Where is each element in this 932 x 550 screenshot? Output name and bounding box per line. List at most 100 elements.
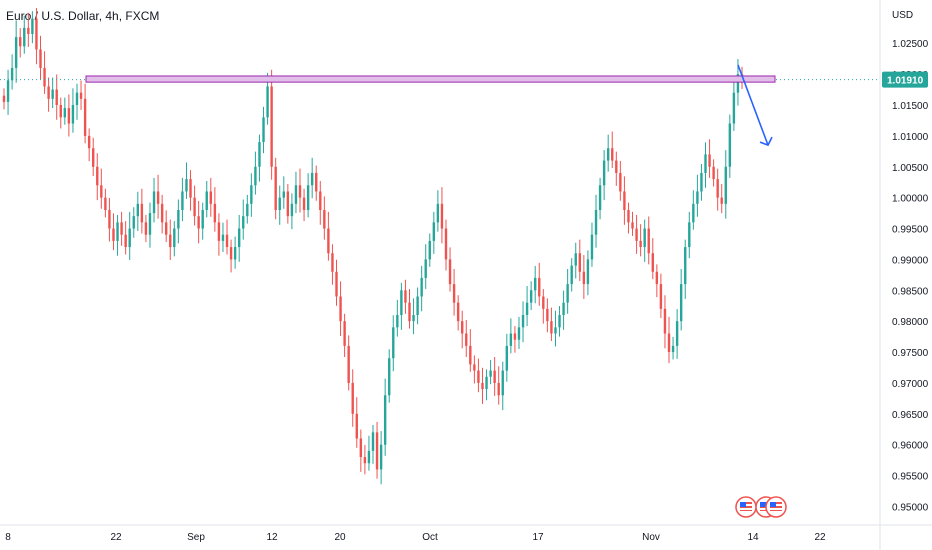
- candle-body: [529, 290, 533, 303]
- candle-body: [128, 228, 131, 248]
- candle-body: [481, 382, 484, 390]
- x-tick-label: Oct: [422, 532, 438, 543]
- candle-body: [379, 444, 383, 470]
- candle-body: [23, 27, 26, 47]
- candle-body: [444, 228, 448, 260]
- candle-body: [120, 222, 123, 235]
- candle-body: [465, 333, 468, 346]
- candle-body: [201, 210, 204, 229]
- x-tick-label: 20: [334, 532, 346, 543]
- projection-arrow-head: [759, 136, 773, 147]
- candles: [2, 8, 744, 485]
- x-tick-label: Nov: [642, 532, 660, 543]
- candle-body: [286, 191, 290, 217]
- candle-body: [732, 92, 736, 124]
- overlays: [0, 64, 880, 147]
- candle-body: [27, 27, 30, 34]
- y-tick-label: 1.00000: [892, 194, 929, 205]
- current-price-label: 1.01910: [887, 76, 924, 87]
- candle-body: [193, 197, 196, 217]
- candle-body: [250, 185, 253, 204]
- candle-body: [505, 345, 509, 371]
- x-tick-label: 17: [532, 532, 544, 543]
- candle-body: [675, 321, 679, 346]
- y-tick-label: 0.96500: [892, 410, 929, 421]
- candle-body: [185, 179, 188, 192]
- candle-body: [156, 191, 160, 204]
- candle-body: [533, 277, 537, 291]
- y-tick-label: 0.95000: [892, 502, 929, 513]
- candle-body: [400, 290, 403, 315]
- candle-body: [6, 80, 10, 102]
- candle-body: [477, 370, 480, 383]
- candle-body: [635, 228, 638, 241]
- y-tick-label: 0.99500: [892, 225, 929, 236]
- candle-body: [100, 185, 103, 198]
- candle-body: [306, 185, 310, 210]
- candle-body: [663, 308, 667, 334]
- candle-body: [602, 160, 606, 186]
- candle-body: [420, 277, 423, 297]
- candle-body: [736, 74, 740, 93]
- candle-body: [87, 135, 91, 149]
- y-tick-label: 0.97500: [892, 348, 929, 359]
- projection-arrow-line: [737, 64, 769, 146]
- candle-body: [679, 284, 683, 322]
- candle-body: [262, 117, 265, 143]
- candle-body: [574, 253, 577, 266]
- candle-body: [700, 172, 703, 192]
- candle-body: [335, 271, 338, 297]
- candle-body: [570, 265, 573, 285]
- candle-body: [173, 228, 176, 248]
- y-tick-label: 0.98000: [892, 317, 929, 328]
- candle-body: [525, 302, 529, 315]
- candle-body: [310, 172, 314, 186]
- candle-body: [716, 179, 719, 198]
- candle-body: [469, 345, 472, 365]
- candle-body: [598, 185, 602, 210]
- candle-body: [278, 197, 281, 210]
- y-tick-label: 1.01000: [892, 132, 929, 143]
- candle-body: [586, 259, 590, 285]
- candle-body: [497, 382, 500, 396]
- candle-body: [452, 284, 456, 303]
- candle-body: [363, 457, 367, 464]
- candle-body: [562, 302, 565, 315]
- candle-body: [542, 296, 545, 309]
- candle-body: [550, 321, 553, 334]
- candle-body: [371, 432, 375, 451]
- candle-body: [136, 203, 140, 217]
- candle-body: [294, 185, 298, 204]
- candle-body: [655, 271, 659, 285]
- candle-body: [521, 315, 525, 328]
- candle-body: [258, 142, 261, 167]
- candle-body: [181, 191, 184, 210]
- x-axis: 8 22 Sep 12 20 Oct 17 Nov 14 22: [5, 532, 826, 543]
- candle-body: [96, 166, 99, 186]
- candle-body: [594, 210, 598, 235]
- candle-body: [513, 333, 517, 340]
- x-tick-label: Sep: [187, 532, 205, 543]
- candle-body: [388, 358, 391, 396]
- candle-body: [436, 203, 440, 223]
- candle-body: [177, 210, 180, 229]
- candle-body: [152, 191, 156, 214]
- candle-body: [416, 296, 419, 315]
- y-axis: USD1.025001.020001.015001.010001.005001.…: [882, 10, 929, 513]
- event-flags[interactable]: [735, 496, 787, 518]
- us-flag-icon[interactable]: [735, 496, 757, 518]
- candle-body: [538, 277, 541, 297]
- candle-body: [647, 228, 650, 254]
- candle-body: [424, 259, 427, 278]
- candle-body: [546, 308, 549, 322]
- resistance-zone: [85, 75, 776, 83]
- candle-body: [688, 222, 691, 248]
- candle-body: [428, 240, 431, 260]
- candle-body: [266, 86, 269, 118]
- candle-body: [440, 203, 444, 229]
- us-flag-icon[interactable]: [765, 496, 787, 518]
- candle-body: [83, 98, 87, 136]
- candle-body: [242, 216, 245, 229]
